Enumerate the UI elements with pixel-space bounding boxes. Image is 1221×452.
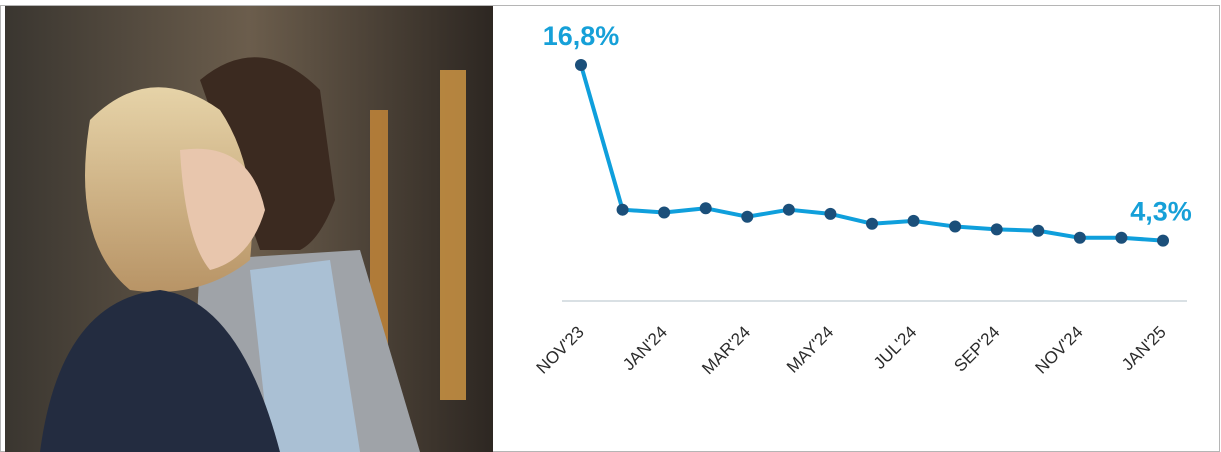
marker	[1157, 234, 1169, 247]
marker	[824, 207, 837, 220]
data-label: 16,8%	[543, 21, 620, 51]
data-label: 4,3%	[1130, 197, 1192, 227]
x-tick-label: MAR'24	[698, 322, 754, 378]
marker	[782, 203, 795, 216]
marker	[990, 223, 1003, 236]
marker	[616, 203, 629, 216]
x-tick-label: SEP'24	[950, 322, 1003, 375]
photo	[5, 6, 493, 452]
marker	[1073, 231, 1086, 244]
marker	[741, 210, 754, 223]
marker	[907, 214, 920, 227]
x-tick-label: JAN'25	[1118, 322, 1170, 374]
marker	[575, 59, 587, 71]
marker	[1115, 231, 1128, 244]
marker	[1032, 224, 1045, 237]
x-tick-label: NOV'24	[1032, 322, 1087, 377]
marker	[949, 220, 962, 233]
marker	[658, 206, 671, 219]
x-tick-label: NOV'23	[533, 322, 588, 377]
x-tick-label: JUL'24	[870, 322, 920, 372]
marker	[866, 217, 878, 230]
x-tick-label: MAY'24	[783, 322, 837, 376]
marker	[699, 202, 712, 215]
x-tick-label: JAN'24	[619, 322, 671, 374]
